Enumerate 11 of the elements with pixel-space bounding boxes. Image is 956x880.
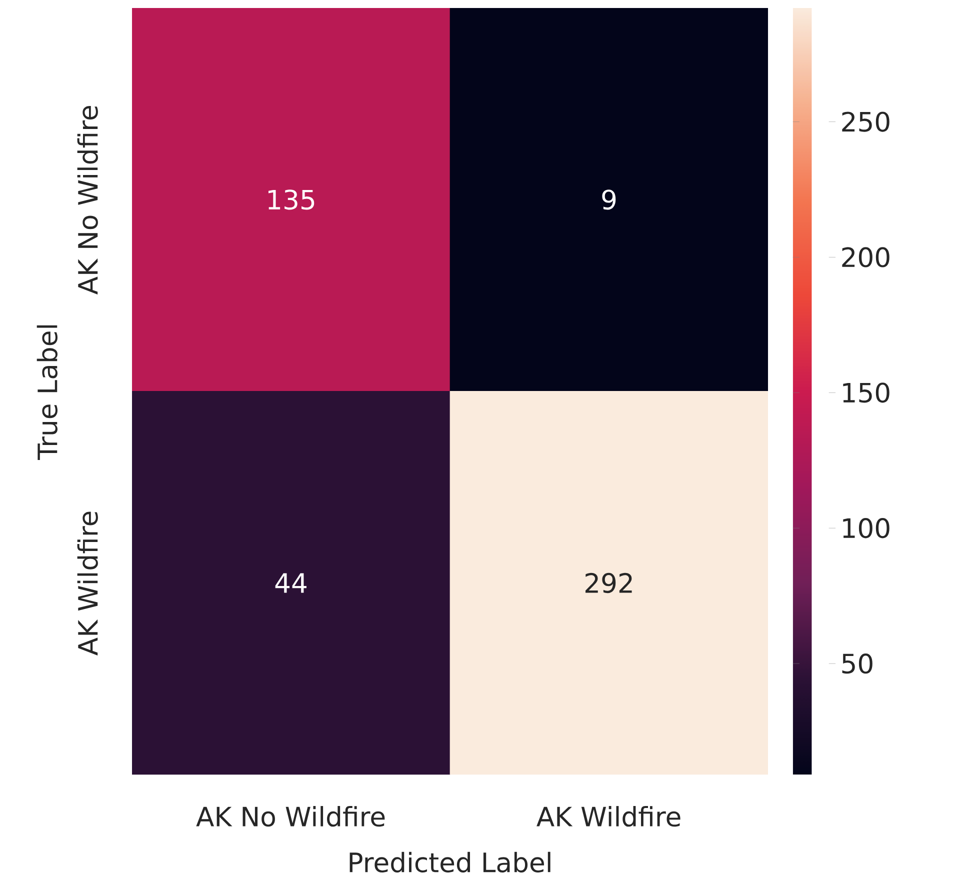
- x-axis-title: Predicted Label: [350, 852, 550, 872]
- color-bar-label: 250: [842, 112, 890, 132]
- data-label: 292: [586, 572, 632, 594]
- data-label: 9: [602, 190, 616, 210]
- y-axis-title: True Label: [36, 325, 58, 460]
- data-label: 44: [275, 573, 306, 593]
- data-label: 135: [268, 190, 314, 210]
- color-bar-label: 100: [843, 518, 890, 538]
- color-bar-label: 50: [842, 654, 872, 674]
- color-bar-label: 200: [842, 247, 890, 268]
- color-bar-label: 150: [843, 382, 890, 403]
